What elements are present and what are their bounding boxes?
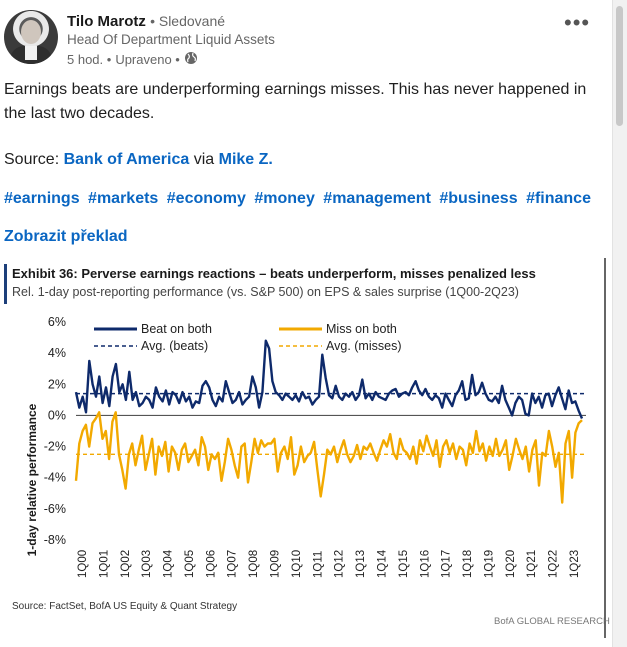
x-tick-label: 1Q18 (462, 550, 474, 578)
globe-icon (184, 51, 198, 68)
x-tick-label: 1Q06 (205, 550, 217, 578)
x-tick-label: 1Q05 (184, 550, 196, 578)
post-meta: 5 hod. • Upraveno • (67, 51, 198, 68)
post-text: Earnings beats are underperforming earni… (4, 81, 587, 122)
y-tick-label: -4% (44, 471, 66, 485)
x-tick-label: 1Q03 (141, 550, 153, 578)
x-tick-label: 1Q15 (398, 550, 410, 578)
author-name-row: Tilo Marotz • Sledované (67, 12, 225, 31)
via-text: via (189, 151, 219, 168)
hashtag-money[interactable]: #money (254, 190, 315, 207)
post-image-chart[interactable]: Exhibit 36: Perverse earnings reactions … (4, 258, 610, 638)
x-tick-label: 1Q20 (505, 550, 517, 578)
chart-source: Source: FactSet, BofA US Equity & Quant … (12, 601, 237, 612)
x-tick-label: 1Q14 (376, 549, 388, 578)
x-tick-label: 1Q21 (526, 550, 538, 578)
hashtag-list: #earnings #markets #economy #money #mana… (4, 190, 595, 208)
x-tick-label: 1Q08 (248, 550, 260, 578)
hashtag-economy[interactable]: #economy (166, 190, 246, 207)
beat-on-both-line (74, 339, 584, 419)
source-prefix: Source: (4, 151, 64, 168)
x-tick-label: 1Q01 (98, 550, 110, 578)
title-accent-bar (4, 264, 7, 304)
post-header: Tilo Marotz • Sledované Head Of Departme… (4, 8, 604, 68)
legend-miss: Miss on both (326, 322, 397, 336)
hashtag-finance[interactable]: #finance (526, 190, 591, 207)
x-tick-label: 1Q12 (334, 550, 346, 578)
x-tick-label: 1Q07 (227, 550, 239, 578)
x-tick-label: 1Q04 (163, 549, 175, 578)
y-tick-label: -6% (44, 502, 66, 516)
chart-watermark: BofA GLOBAL RESEARCH (494, 616, 610, 627)
author-avatar[interactable] (4, 10, 58, 64)
author-headline: Head Of Department Liquid Assets (67, 32, 275, 47)
post-text-block: Earnings beats are underperforming earni… (4, 78, 589, 172)
hashtag-earnings[interactable]: #earnings (4, 190, 80, 207)
y-tick-label: 2% (48, 377, 66, 391)
x-tick-label: 1Q02 (120, 550, 132, 578)
x-tick-label: 1Q19 (483, 550, 495, 578)
chart-svg: Exhibit 36: Perverse earnings reactions … (4, 258, 610, 638)
scrollbar-thumb[interactable] (616, 6, 623, 126)
post-time: 5 hod. • (67, 52, 112, 67)
y-tick-label: 4% (48, 346, 66, 360)
x-tick-label: 1Q11 (312, 551, 324, 578)
via-link[interactable]: Mike Z. (218, 151, 273, 168)
translate-link[interactable]: Zobrazit překlad (4, 228, 128, 245)
legend-avg-misses: Avg. (misses) (326, 339, 401, 353)
legend-beat: Beat on both (141, 322, 212, 336)
x-tick-label: 1Q00 (77, 550, 89, 578)
x-tick-label: 1Q10 (291, 550, 303, 578)
hashtag-business[interactable]: #business (439, 190, 518, 207)
hashtag-management[interactable]: #management (323, 190, 431, 207)
x-tick-label: 1Q09 (270, 550, 282, 578)
chart-title: Exhibit 36: Perverse earnings reactions … (12, 266, 536, 281)
chart-subtitle: Rel. 1-day post-reporting performance (v… (12, 285, 519, 299)
chart-y-axis-label: 1-day relative performance (25, 403, 39, 556)
y-tick-label: -8% (44, 533, 66, 547)
source-link[interactable]: Bank of America (63, 151, 190, 168)
y-tick-label: 6% (48, 315, 66, 329)
x-tick-label: 1Q17 (441, 550, 453, 578)
more-options-icon[interactable]: ••• (564, 10, 591, 35)
x-tick-label: 1Q16 (419, 550, 431, 578)
y-tick-label: -2% (44, 440, 66, 454)
follow-status: • Sledované (150, 13, 226, 29)
x-tick-label: 1Q23 (569, 550, 581, 578)
x-tick-label: 1Q13 (355, 550, 367, 578)
legend-avg-beats: Avg. (beats) (141, 339, 208, 353)
hashtag-markets[interactable]: #markets (88, 190, 159, 207)
x-tick-label: 1Q22 (548, 550, 560, 578)
y-tick-label: 0% (48, 408, 66, 422)
scrollbar[interactable] (612, 0, 627, 647)
post-edited: Upraveno • (115, 52, 180, 67)
miss-on-both-line (74, 411, 583, 504)
post-card: Tilo Marotz • Sledované Head Of Departme… (4, 8, 610, 638)
author-name[interactable]: Tilo Marotz (67, 13, 146, 30)
post-source-line: Source: Bank of America via Mike Z. (4, 148, 589, 172)
